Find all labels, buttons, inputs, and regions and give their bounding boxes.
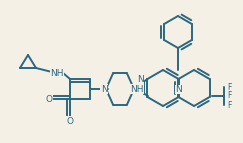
Text: O: O xyxy=(45,95,52,104)
Text: NH: NH xyxy=(130,85,144,94)
Text: O: O xyxy=(67,117,73,126)
Text: N: N xyxy=(137,75,143,84)
Text: F: F xyxy=(227,92,231,101)
Text: N: N xyxy=(175,85,182,94)
Text: NH: NH xyxy=(50,68,64,78)
Text: F: F xyxy=(227,101,231,110)
Text: N: N xyxy=(101,85,107,94)
Text: F: F xyxy=(227,83,231,92)
